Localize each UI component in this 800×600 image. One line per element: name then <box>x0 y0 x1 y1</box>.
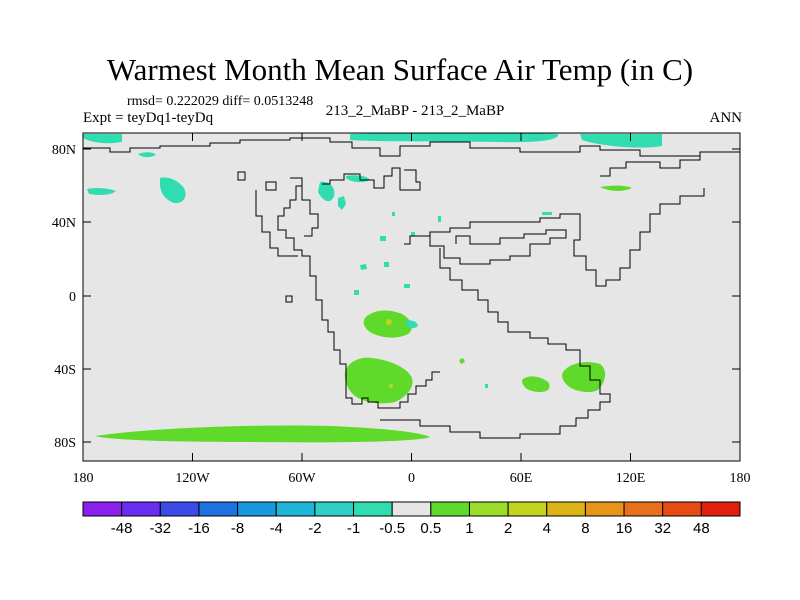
colorbar-label-10: 2 <box>504 520 512 537</box>
colorbar-labels: -48 -32 -16 -8 -4 -2 -1 -0.5 0.5 1 2 4 8 16 32 48 <box>111 520 710 537</box>
coastline-interior <box>255 184 319 257</box>
lat-tick-marks <box>83 148 740 443</box>
coastline-eurasia <box>404 188 705 287</box>
coastline-africa-australia <box>380 248 611 439</box>
lon-label-180e: 180 <box>730 471 751 486</box>
colorbar-box-7 <box>353 501 393 517</box>
coastline-americas <box>237 171 440 409</box>
experiment-label: Expt = teyDq1-teyDq <box>83 110 214 126</box>
colorbar-box-14 <box>623 501 664 517</box>
colorbar <box>82 501 741 517</box>
lon-label-180w: 180 <box>73 471 94 486</box>
colorbar-label-1: -32 <box>149 520 171 537</box>
stats-label: rmsd= 0.222029 diff= 0.0513248 <box>127 94 314 109</box>
colorbar-box-6 <box>314 501 355 517</box>
map-title: Warmest Month Mean Surface Air Temp (in … <box>106 52 694 87</box>
case-label: 213_2_MaBP - 213_2_MaBP <box>325 103 505 119</box>
colorbar-label-15: 48 <box>693 520 710 537</box>
coastline-greenland <box>322 167 421 191</box>
lon-tick-labels: 180 120W 60W 0 60E 120E 180 <box>73 471 751 486</box>
lon-label-0: 0 <box>408 471 415 486</box>
lat-label-40s: 40S <box>54 363 76 378</box>
lat-label-80s: 80S <box>54 436 76 451</box>
lat-tick-labels: 80N 40N 0 40S 80S <box>52 143 76 451</box>
lon-label-60e: 60E <box>510 471 533 486</box>
colorbar-box-10 <box>468 501 509 517</box>
coastline-small-island <box>285 295 293 303</box>
lon-label-120w: 120W <box>175 471 210 486</box>
coastlines <box>83 137 741 439</box>
positive-anomaly-regions <box>95 185 632 443</box>
season-label: ANN <box>709 110 743 126</box>
colorbar-box-1 <box>121 501 161 517</box>
colorbar-label-9: 1 <box>465 520 473 537</box>
colorbar-label-5: -2 <box>308 520 321 537</box>
colorbar-label-3: -8 <box>231 520 244 537</box>
colorbar-box-8 <box>391 501 432 517</box>
colorbar-box-9 <box>430 501 470 517</box>
colorbar-box-12 <box>546 501 586 517</box>
colorbar-label-6: -1 <box>347 520 360 537</box>
colorbar-box-3 <box>198 501 239 517</box>
lon-tick-marks <box>82 133 741 461</box>
colorbar-box-0 <box>82 501 123 517</box>
map-background <box>83 133 740 461</box>
lat-label-40n: 40N <box>52 216 76 231</box>
colorbar-label-7: -0.5 <box>379 520 405 537</box>
coastline-east <box>600 156 701 177</box>
lon-label-60w: 60W <box>288 471 316 486</box>
colorbar-box-2 <box>159 501 200 517</box>
colorbar-box-4 <box>237 501 277 517</box>
colorbar-label-13: 16 <box>616 520 633 537</box>
colorbar-label-0: -48 <box>111 520 133 537</box>
colorbar-box-5 <box>275 501 316 517</box>
coastline-inner-sea <box>429 229 567 265</box>
colorbar-box-15 <box>662 501 702 517</box>
colorbar-label-14: 32 <box>654 520 671 537</box>
yellow-anomaly-spots <box>386 319 393 388</box>
colorbar-label-8: 0.5 <box>420 520 441 537</box>
colorbar-label-12: 8 <box>581 520 589 537</box>
lat-label-80n: 80N <box>52 143 76 158</box>
colorbar-box-16 <box>700 501 741 517</box>
colorbar-label-2: -16 <box>188 520 210 537</box>
coastline-north <box>83 137 741 157</box>
lon-label-120e: 120E <box>616 471 646 486</box>
colorbar-label-11: 4 <box>543 520 551 537</box>
colorbar-label-4: -4 <box>270 520 283 537</box>
lat-label-0: 0 <box>69 290 76 305</box>
colorbar-box-13 <box>584 501 625 517</box>
colorbar-box-11 <box>507 501 548 517</box>
